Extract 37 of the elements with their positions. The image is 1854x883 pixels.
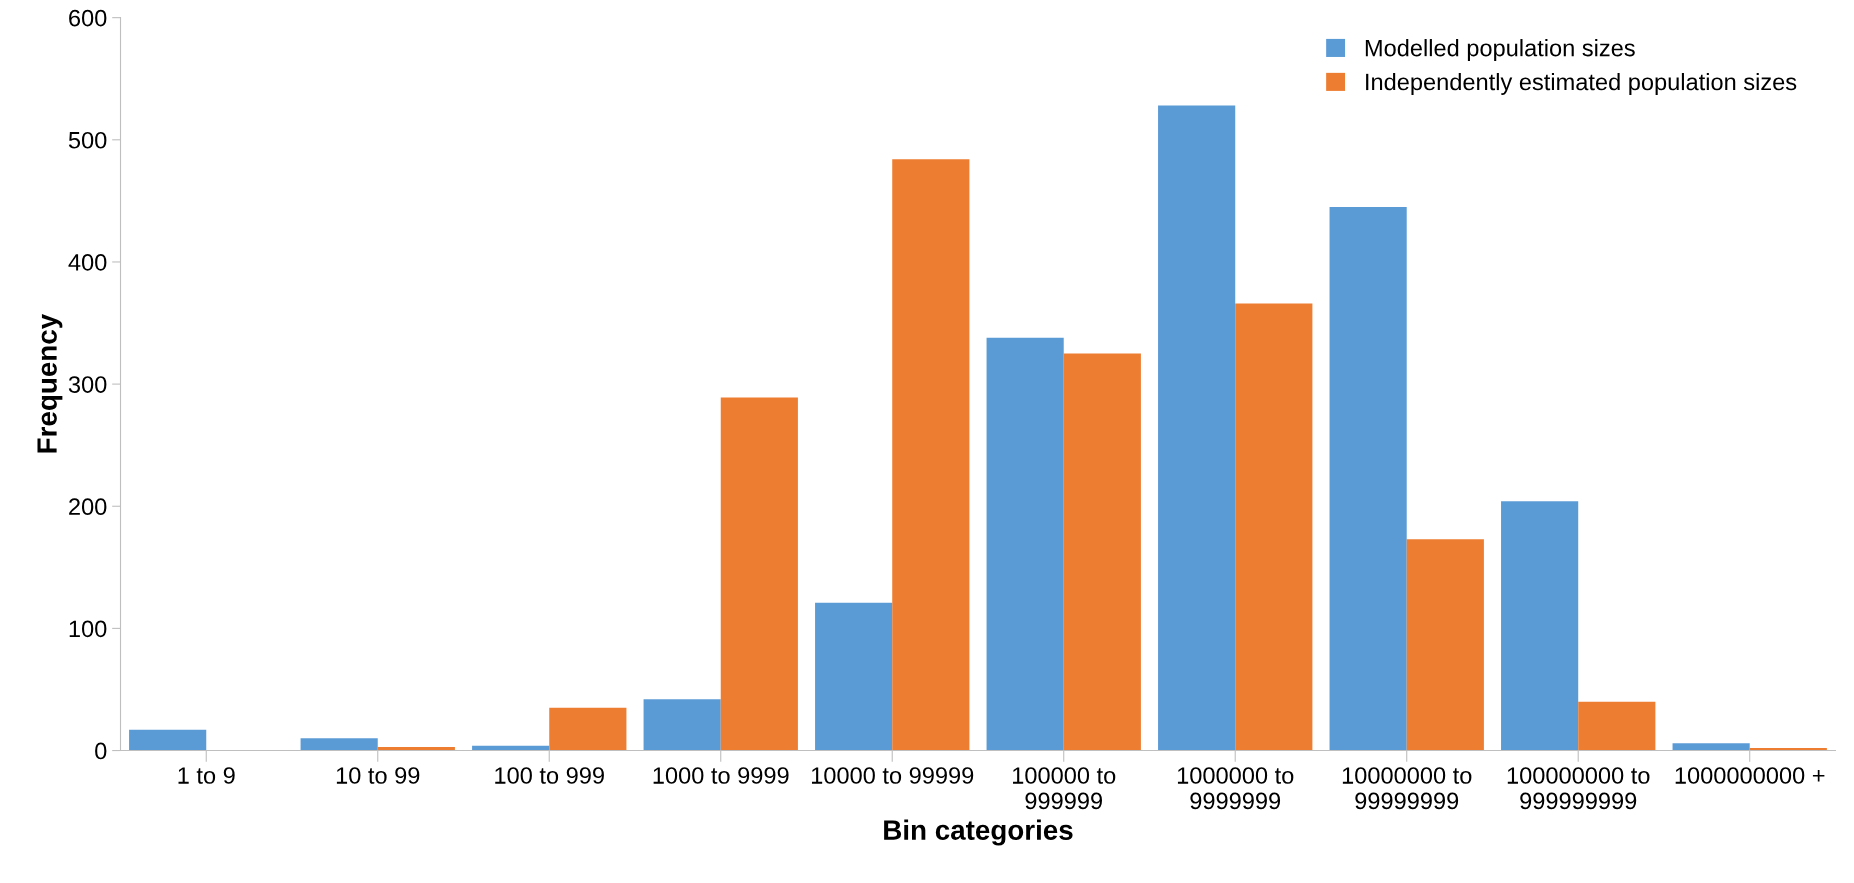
y-tick-label: 0 [95,742,107,760]
y-tick-label: 300 [68,376,107,393]
x-tick-label: 1 to 9 [178,767,235,784]
bar [300,738,378,751]
x-tick-label: 10 to 99 [336,767,420,784]
x-tick-label: 1000 to 9999 [653,767,789,784]
y-tick-label: 100 [69,620,107,638]
x-axis-title: Bin categories [884,819,1073,846]
bar [1158,105,1236,751]
bar [1501,501,1579,751]
x-tick-label: 1000000 to 9999999 [1177,767,1294,810]
x-tick-label: 100000000 to 999999999 [1507,767,1650,810]
y-tick-label: 600 [69,9,107,27]
x-tick-label: 10000000 to 99999999 [1342,767,1472,810]
y-tick-label: 400 [68,254,107,271]
y-tick-label: 500 [68,131,107,149]
bar [129,729,207,751]
y-tick-label: 200 [69,498,107,516]
x-tick-label: 100000 to 999999 [1013,767,1116,810]
bar [986,337,1064,751]
legend-label: Modelled population sizes [1365,39,1635,62]
bar [1578,701,1656,751]
legend-label: Independently estimated population sizes [1366,72,1797,95]
bar [1672,743,1750,751]
bar [1063,353,1141,751]
x-tick-label: 10000 to 99999 [811,767,974,784]
y-axis-title: Frequency [37,314,63,453]
x-tick-label: 100 to 999 [495,767,604,784]
bar [720,397,798,751]
bar [1406,539,1484,751]
bar [1329,206,1407,751]
bar [892,159,970,751]
x-tick-label: 1000000000 + [1675,767,1825,784]
bar [815,602,893,751]
bar [643,699,721,751]
bar [549,707,627,751]
bar [1235,303,1313,751]
